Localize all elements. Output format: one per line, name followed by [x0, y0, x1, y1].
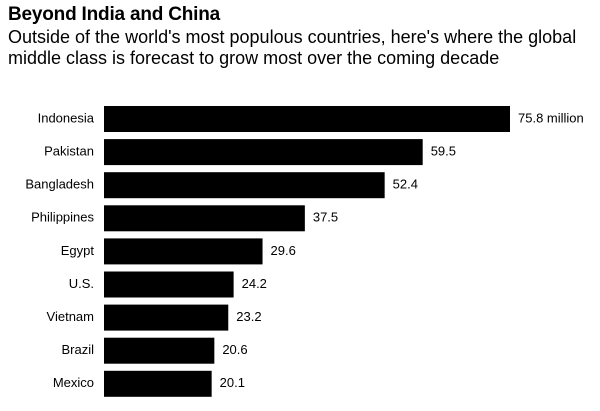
- bar: [104, 139, 423, 166]
- category-label: Indonesia: [38, 110, 95, 125]
- bar: [104, 106, 510, 132]
- bar: [104, 337, 215, 364]
- bar: [104, 370, 212, 397]
- bar: [104, 238, 263, 265]
- category-label: Bangladesh: [25, 177, 94, 192]
- category-label: Brazil: [61, 342, 94, 357]
- category-label: U.S.: [69, 276, 94, 291]
- value-label: 24.2: [242, 276, 267, 291]
- bar: [104, 205, 305, 232]
- category-label: Mexico: [53, 375, 94, 390]
- value-label: 20.1: [220, 375, 245, 390]
- category-label: Egypt: [61, 243, 95, 258]
- bar: [104, 304, 229, 331]
- value-label: 29.6: [271, 243, 296, 258]
- category-label: Philippines: [31, 210, 94, 225]
- value-label: 52.4: [393, 177, 418, 192]
- value-label: 59.5: [431, 144, 456, 159]
- value-label: 75.8 million: [518, 110, 584, 125]
- bar: [104, 271, 234, 298]
- chart-title: Beyond India and China: [8, 4, 221, 25]
- bar: [104, 172, 385, 199]
- chart-subtitle: Outside of the world's most populous cou…: [8, 27, 577, 68]
- category-label: Pakistan: [44, 144, 94, 159]
- value-label: 23.2: [236, 309, 261, 324]
- value-label: 20.6: [222, 342, 247, 357]
- value-label: 37.5: [313, 210, 338, 225]
- category-label: Vietnam: [47, 309, 94, 324]
